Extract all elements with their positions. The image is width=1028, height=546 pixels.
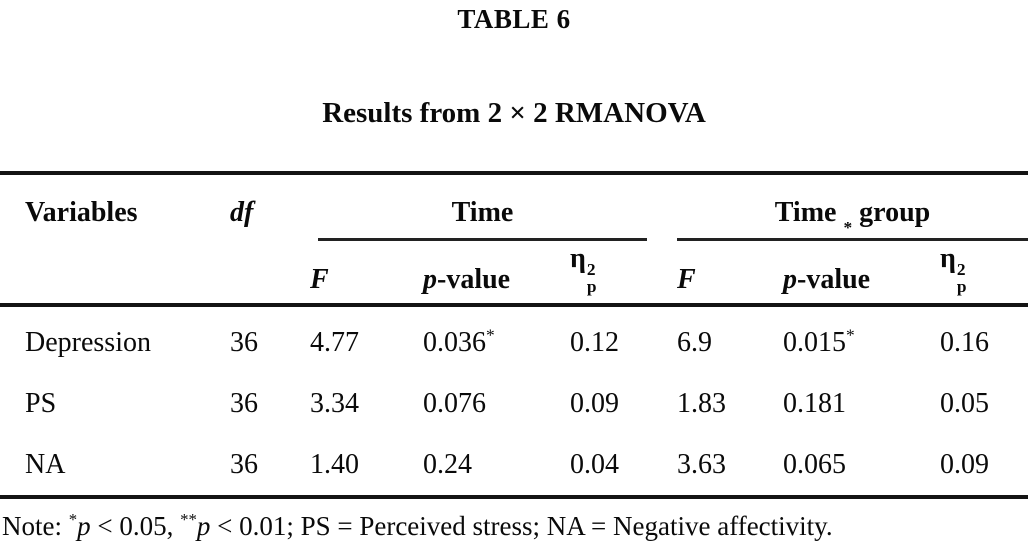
cell-eta-time-group: 0.09 <box>940 448 989 480</box>
spanner-rule-time <box>318 238 647 241</box>
cell-p-time: 0.24 <box>423 448 472 480</box>
cell-eta-time: 0.09 <box>570 387 619 419</box>
header-spacer-df <box>230 241 310 303</box>
table-bottom-rule <box>0 495 1028 499</box>
cell-p-time: 0.076 <box>423 387 486 419</box>
p-rest: -value <box>437 264 511 295</box>
cell-eta-time: 0.12 <box>570 326 619 358</box>
cell-df: 36 <box>230 448 258 480</box>
table-body: Depression 36 4.77 0.036* 0.12 6.9 0.015… <box>0 307 1028 495</box>
eta-sub: p <box>586 276 597 296</box>
time-group-post: group <box>859 197 931 228</box>
col-header-variables: Variables <box>25 197 138 228</box>
significance-star: * <box>846 325 855 345</box>
cell-p-time: 0.036* <box>423 325 495 358</box>
eta-sup: 2 <box>956 260 966 280</box>
cell-variable: NA <box>25 448 66 480</box>
note-star-2: ** <box>180 510 197 529</box>
cell-f-time-group: 1.83 <box>677 387 726 419</box>
subheader-f-time: F <box>310 264 329 295</box>
spanner-rules-row <box>0 238 1028 241</box>
note-prefix: Note: <box>2 511 69 541</box>
subheader-p-value-time-group: p-value <box>783 241 940 303</box>
cell-f-time: 4.77 <box>310 326 359 358</box>
cell-eta-time-group: 0.05 <box>940 387 989 419</box>
subheader-f-time-group: F <box>677 264 696 295</box>
cell-df: 36 <box>230 387 258 419</box>
note-rest-2: < 0.01; PS = Perceived stress; NA = Nega… <box>210 511 833 541</box>
col-header-df: df <box>230 197 254 228</box>
cell-f-time-group: 6.9 <box>677 326 712 358</box>
table-title: Results from 2 × 2 RMANOVA <box>322 97 706 129</box>
cell-eta-time: 0.04 <box>570 448 619 480</box>
note-rest-1: < 0.05, <box>90 511 181 541</box>
table-header-row-1: Variables df Time Time * group <box>0 175 1028 238</box>
cell-f-time-group: 3.63 <box>677 448 726 480</box>
p-italic: p <box>783 264 797 295</box>
note-p-1: p <box>77 511 91 541</box>
significance-star: * <box>486 325 495 345</box>
header-spacer-variables <box>25 241 230 303</box>
eta-sup: 2 <box>586 260 596 280</box>
eta-symbol: η <box>570 243 586 275</box>
note-p-2: p <box>196 511 211 541</box>
p-rest: -value <box>797 264 871 295</box>
spanner-rule-time-group <box>677 238 1028 241</box>
time-group-pre: Time <box>774 197 837 228</box>
header-bottom-rule <box>0 303 1028 307</box>
subheader-p-value-time: p-value <box>423 241 570 303</box>
cell-f-time: 3.34 <box>310 387 359 419</box>
table-label: TABLE 6 <box>457 4 571 34</box>
eta-sub: p <box>956 276 967 296</box>
cell-eta-time-group: 0.16 <box>940 326 989 358</box>
cell-p-time-group: 0.015* <box>783 325 855 358</box>
table-note: Note: *p < 0.05, **p < 0.01; PS = Percei… <box>0 499 1028 543</box>
spanner-header-time-group: Time * group <box>774 197 931 237</box>
cell-f-time: 1.40 <box>310 448 359 480</box>
cell-df: 36 <box>230 326 258 358</box>
note-star-1: * <box>68 510 78 529</box>
p-italic: p <box>423 264 437 295</box>
cell-variable: PS <box>25 387 57 419</box>
cell-variable: Depression <box>25 326 151 358</box>
spanner-header-time: Time <box>451 197 514 228</box>
table-top-rule <box>0 171 1028 175</box>
cell-p-time-group: 0.181 <box>783 387 846 419</box>
cell-p-time-group: 0.065 <box>783 448 846 480</box>
eta-symbol: η <box>940 243 956 275</box>
